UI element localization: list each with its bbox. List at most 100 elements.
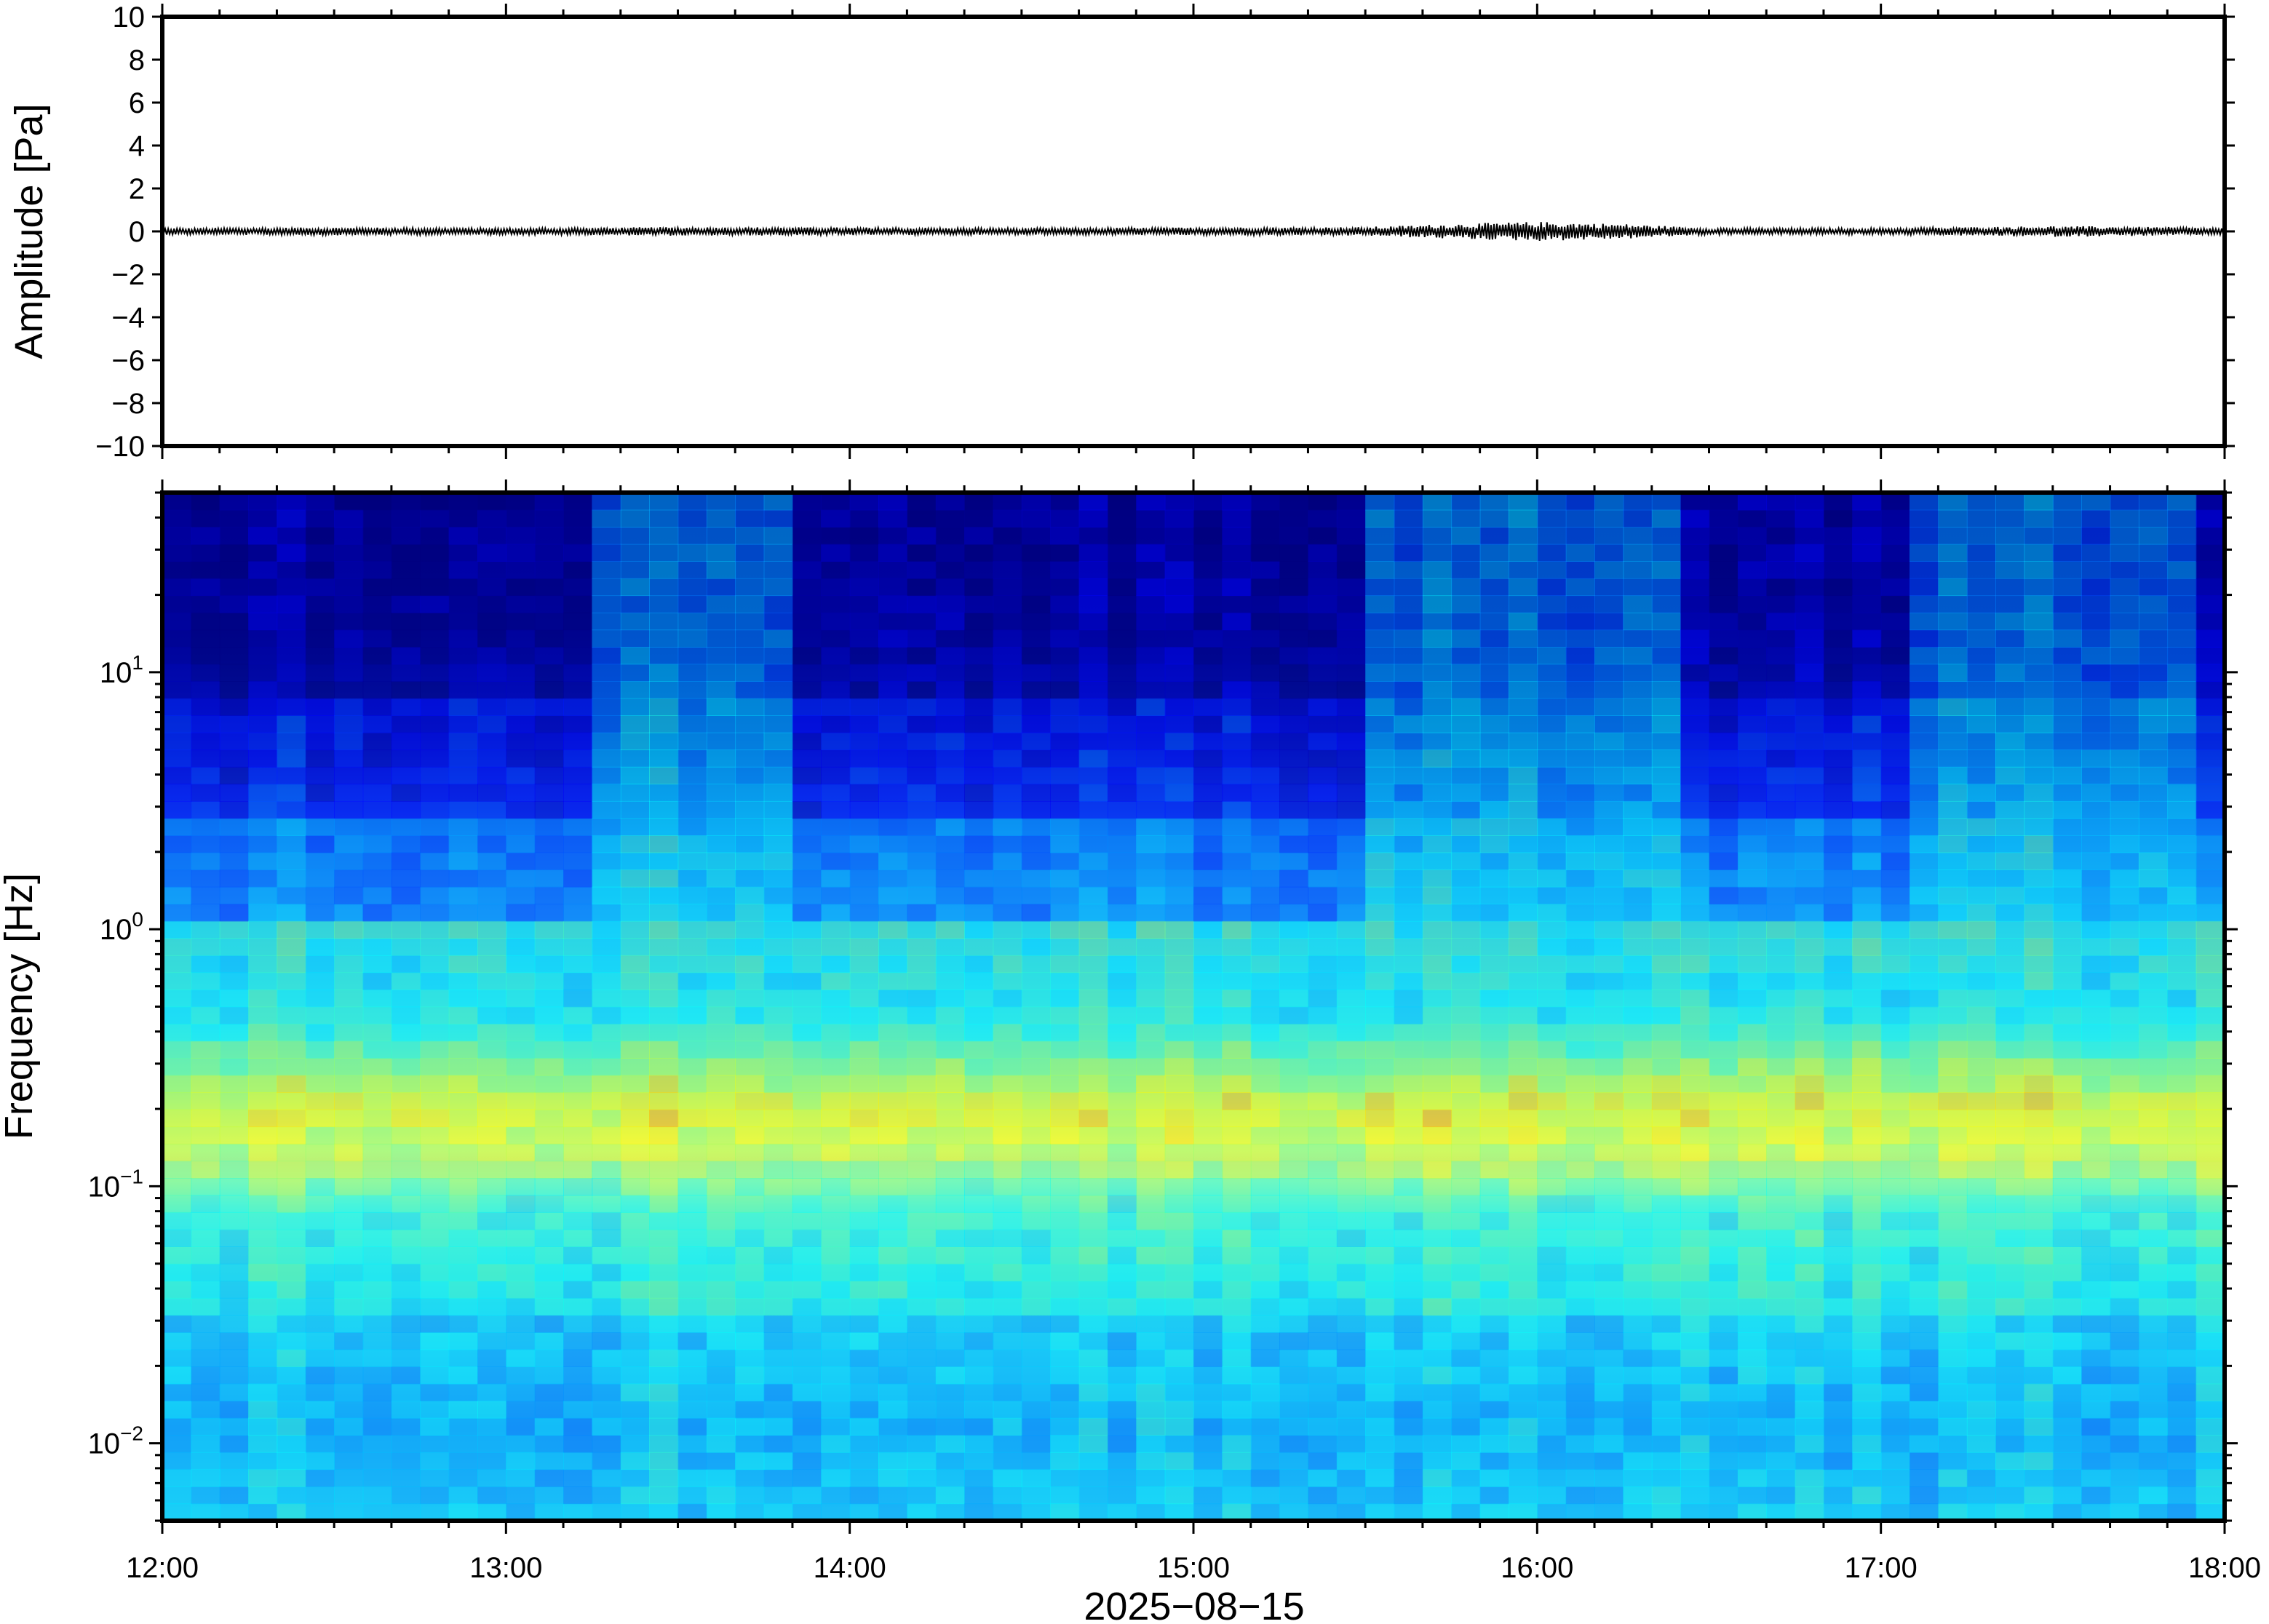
spectrogram-cell [821,509,851,528]
spectrogram-cell [477,920,507,939]
spectrogram-cell [735,1503,765,1521]
spectrogram-cell [506,1452,536,1470]
spectrogram-cell [1509,1178,1538,1196]
spectrogram-cell [1680,732,1710,751]
spectrogram-cell [821,938,851,956]
spectrogram-cell [620,1024,650,1042]
spectrogram-cell [277,1281,306,1299]
spectrogram-cell [1021,1452,1051,1470]
spectrogram-cell [2138,920,2169,939]
spectrogram-cell [477,612,507,631]
spectrogram-cell [1078,1195,1108,1213]
spectrogram-cell [391,732,421,751]
spectrogram-cell [1279,732,1309,751]
spectrogram-cell [649,715,679,733]
spectrogram-cell [219,1126,249,1145]
spectrogram-cell [706,1161,736,1179]
spectrogram-cell [1823,835,1853,853]
spectrogram-cell [1107,715,1137,733]
spectrogram-cell [1680,1109,1710,1128]
spectrogram-cell [1308,1092,1338,1110]
spectrogram-cell [592,766,621,785]
spectrogram-cell [420,527,450,545]
spectrogram-cell [162,766,192,785]
spectrogram-cell [1651,698,1681,716]
spectrogram-cell [1193,493,1223,511]
spectrogram-cell [821,1332,851,1350]
spectrogram-cell [1966,1263,1996,1282]
spectrogram-cell [362,1435,392,1453]
spectrogram-cell [1565,749,1595,768]
spectrogram-cell [1250,920,1280,939]
spectrogram-cell [1279,1503,1309,1521]
spectrogram-cell [1966,664,1996,682]
spectrogram-cell [1479,1417,1509,1436]
spectrogram-cell [248,681,278,699]
spectrogram-cell [534,1143,564,1162]
spectrogram-cell [1910,1281,1939,1299]
spectrogram-cell [1509,766,1538,785]
spectrogram-cell [1565,766,1595,785]
spectrogram-cell [1365,1297,1395,1316]
spectrogram-cell [219,1401,249,1419]
spectrogram-cell [1852,1040,1882,1059]
spectrogram-cell [1193,1297,1223,1316]
spectrogram-cell [420,749,450,768]
spectrogram-cell [305,1452,335,1470]
spectrogram-cell [592,1246,621,1265]
spectrogram-cell [1737,1229,1768,1247]
spectrogram-cell [677,904,707,922]
spectrogram-cell [1394,664,1423,682]
spectrogram-cell [1479,989,1509,1008]
spectrogram-cell [1422,1195,1453,1213]
spectrogram-cell [1394,766,1423,785]
spectrogram-cell [1193,1486,1223,1505]
spectrogram-cell [1050,1212,1080,1230]
spectrogram-cell [563,784,593,802]
spectrogram-cell [1222,1383,1252,1401]
spectrogram-cell [1222,1486,1252,1505]
spectrogram-cell [1422,1092,1453,1110]
spectrogram-cell [334,1503,364,1521]
spectrogram-cell [735,544,765,562]
spectrogram-cell [1795,1263,1824,1282]
spectrogram-cell [2196,1109,2225,1128]
spectrogram-cell [277,1263,306,1282]
spectrogram-cell [1365,698,1395,716]
spectrogram-cell [1136,1417,1166,1436]
spectrogram-cell [362,904,392,922]
spectrogram-cell [1766,1486,1796,1505]
spectrogram-cell [563,1143,593,1162]
spectrogram-cell [935,1297,965,1316]
spectrogram-cell [1594,1126,1624,1145]
spectrogram-cell [878,1315,908,1333]
spectrogram-cell [2081,1401,2111,1419]
spectrogram-cell [1537,1092,1567,1110]
spectrogram-cell [2052,1366,2082,1385]
spectrogram-cell [821,1092,851,1110]
spectrogram-cell [1451,509,1481,528]
spectrogram-cell [1910,1229,1939,1247]
spectrogram-cell [592,886,621,904]
spectrogram-cell [2167,1246,2197,1265]
spectrogram-cell [162,493,192,511]
spectrogram-cell [1509,972,1538,990]
spectrogram-cell [162,1486,192,1505]
spectrogram-cell [1880,715,1910,733]
spectrogram-cell [420,886,450,904]
spectrogram-cell [763,818,793,836]
spectrogram-cell [935,647,965,665]
spectrogram-cell [1537,544,1567,562]
spectrogram-cell [1823,1315,1853,1333]
spectrogram-cell [1509,1417,1538,1436]
spectrogram-cell [334,1452,364,1470]
spectrogram-cell [1709,715,1738,733]
spectrogram-cell [1222,989,1252,1008]
spectrogram-cell [1422,1469,1453,1487]
spectrogram-cell [277,1161,306,1179]
spectrogram-cell [792,955,822,974]
spectrogram-cell [391,920,421,939]
spectrogram-cell [2196,732,2225,751]
spectrogram-cell [1193,1006,1223,1024]
spectrogram-cell [1050,1006,1080,1024]
